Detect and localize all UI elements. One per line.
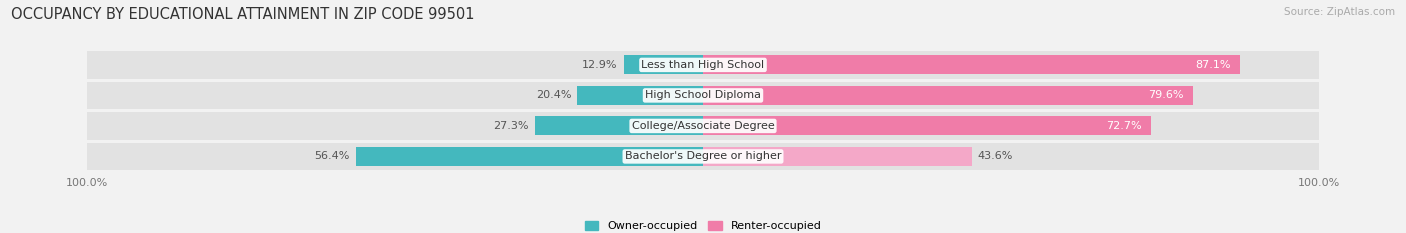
Bar: [578, 86, 703, 105]
Text: 27.3%: 27.3%: [494, 121, 529, 131]
Bar: [623, 55, 703, 74]
Text: 56.4%: 56.4%: [314, 151, 350, 161]
Text: Source: ZipAtlas.com: Source: ZipAtlas.com: [1284, 7, 1395, 17]
Bar: [87, 51, 1319, 79]
Text: Bachelor's Degree or higher: Bachelor's Degree or higher: [624, 151, 782, 161]
Bar: [703, 55, 1240, 74]
Text: 79.6%: 79.6%: [1149, 90, 1184, 100]
Text: 12.9%: 12.9%: [582, 60, 617, 70]
Text: 43.6%: 43.6%: [977, 151, 1014, 161]
Bar: [87, 82, 1319, 109]
Bar: [703, 86, 1194, 105]
Bar: [356, 147, 703, 166]
Text: College/Associate Degree: College/Associate Degree: [631, 121, 775, 131]
Text: 72.7%: 72.7%: [1107, 121, 1142, 131]
Text: Less than High School: Less than High School: [641, 60, 765, 70]
Bar: [87, 112, 1319, 140]
Legend: Owner-occupied, Renter-occupied: Owner-occupied, Renter-occupied: [581, 216, 825, 233]
Text: 20.4%: 20.4%: [536, 90, 571, 100]
Bar: [703, 147, 972, 166]
Bar: [87, 143, 1319, 170]
Bar: [703, 116, 1150, 135]
Text: OCCUPANCY BY EDUCATIONAL ATTAINMENT IN ZIP CODE 99501: OCCUPANCY BY EDUCATIONAL ATTAINMENT IN Z…: [11, 7, 475, 22]
Text: 87.1%: 87.1%: [1195, 60, 1230, 70]
Bar: [534, 116, 703, 135]
Text: High School Diploma: High School Diploma: [645, 90, 761, 100]
